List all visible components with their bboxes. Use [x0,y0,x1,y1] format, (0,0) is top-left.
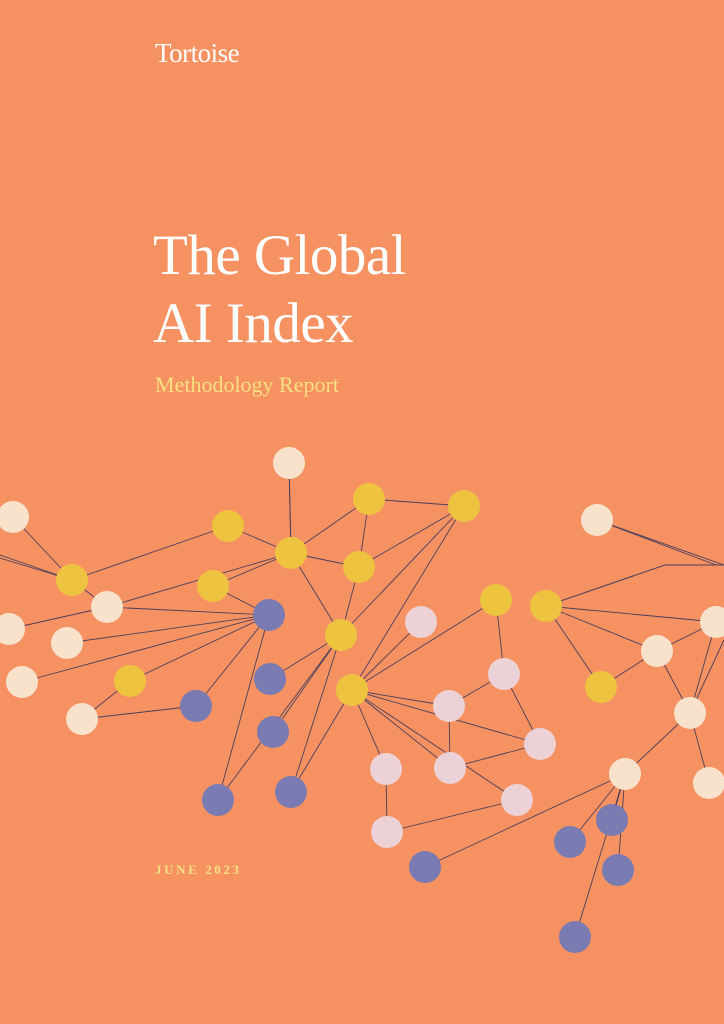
network-node [524,728,556,760]
network-node [275,537,307,569]
network-node [0,501,29,533]
network-node [91,591,123,623]
report-subtitle: Methodology Report [155,372,339,397]
network-node [0,613,25,645]
network-edge [351,599,497,691]
network-node [559,921,591,953]
network-edge [290,634,342,793]
network-node [336,674,368,706]
network-edge [351,689,450,707]
network-node [325,619,357,651]
network-edge [545,564,666,607]
network-edge [290,552,342,636]
report-title: The Global AI Index [153,222,407,358]
network-edge [545,605,602,688]
network-node [596,804,628,836]
network-edge [81,705,197,720]
network-node [488,658,520,690]
network-node [370,753,402,785]
network-node [66,703,98,735]
report-title-line-1: The Global [153,224,407,287]
network-node [212,510,244,542]
network-node [51,627,83,659]
network-edge [66,614,270,644]
network-edge [574,773,626,938]
network-edge [351,689,451,769]
network-node [554,826,586,858]
network-node [6,666,38,698]
network-node [56,564,88,596]
network-node [448,490,480,522]
tortoise-logo: Tortoise [155,38,240,68]
network-node [480,584,512,616]
network-node [254,663,286,695]
network-edge [272,634,342,733]
network-node [700,606,724,638]
network-edge [545,605,717,623]
network-node [409,851,441,883]
network-edge [351,689,518,801]
report-title-line-2: AI Index [153,292,354,355]
network-node [602,854,634,886]
network-node [585,671,617,703]
network-node [501,784,533,816]
network-edge [340,505,465,636]
network-edge [195,614,270,707]
network-edge [351,505,465,691]
network-node [253,599,285,631]
network-edge [217,614,270,801]
network-node [530,590,562,622]
network-edge [351,621,422,691]
network-edge [21,614,270,683]
network-node [674,697,706,729]
network-node [114,665,146,697]
network-edge [386,799,518,833]
network-nodes [0,447,724,953]
report-date: JUNE 2023 [155,862,242,877]
network-edge [358,505,465,568]
network-node [180,690,212,722]
network-edge [545,605,658,652]
network-node [581,504,613,536]
network-edge [71,525,229,581]
network-node [257,716,289,748]
network-edge [596,519,724,566]
network-node [197,570,229,602]
network-node [405,606,437,638]
network-node [273,447,305,479]
network-node [371,816,403,848]
network-node [433,690,465,722]
network-edge [290,689,353,793]
network-edge [106,606,270,616]
network-node [275,776,307,808]
network-node [609,758,641,790]
network-node [343,551,375,583]
network-node [202,784,234,816]
network-edge [424,773,626,868]
network-edge [0,557,73,581]
network-node [693,767,724,799]
network-node [353,483,385,515]
network-node [641,635,673,667]
network-edge [8,606,108,630]
network-edge [129,614,270,682]
network-node [434,752,466,784]
